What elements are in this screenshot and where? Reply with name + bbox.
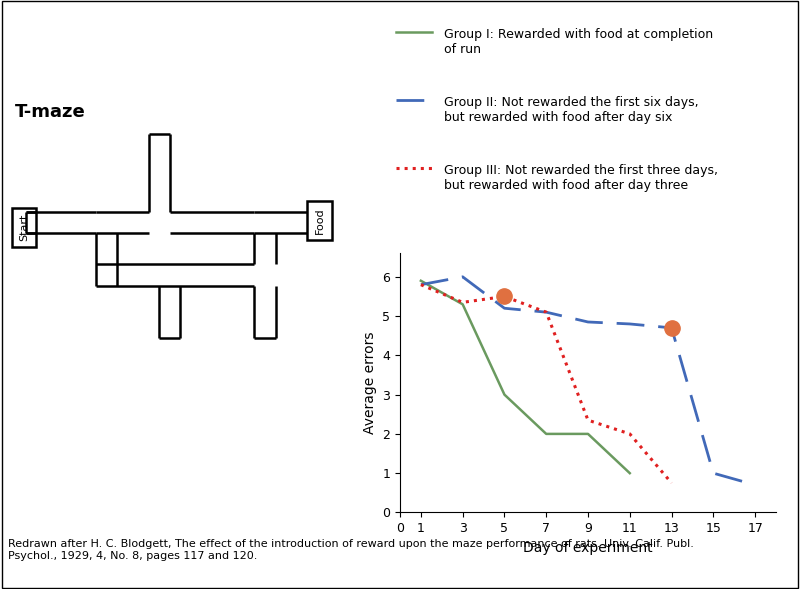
Y-axis label: Average errors: Average errors xyxy=(362,332,377,434)
Text: Redrawn after H. C. Blodgett, The effect of the introduction of reward upon the : Redrawn after H. C. Blodgett, The effect… xyxy=(8,539,694,561)
Bar xyxy=(11,208,36,247)
Text: Start: Start xyxy=(19,214,29,241)
Text: Group II: Not rewarded the first six days,
but rewarded with food after day six: Group II: Not rewarded the first six day… xyxy=(444,96,698,124)
Text: Group III: Not rewarded the first three days,
but rewarded with food after day t: Group III: Not rewarded the first three … xyxy=(444,164,718,192)
Text: T-maze: T-maze xyxy=(15,102,86,121)
Bar xyxy=(307,201,332,240)
Text: Food: Food xyxy=(314,207,325,234)
X-axis label: Day of experiment: Day of experiment xyxy=(523,541,653,555)
Text: Group I: Rewarded with food at completion
of run: Group I: Rewarded with food at completio… xyxy=(444,28,713,57)
